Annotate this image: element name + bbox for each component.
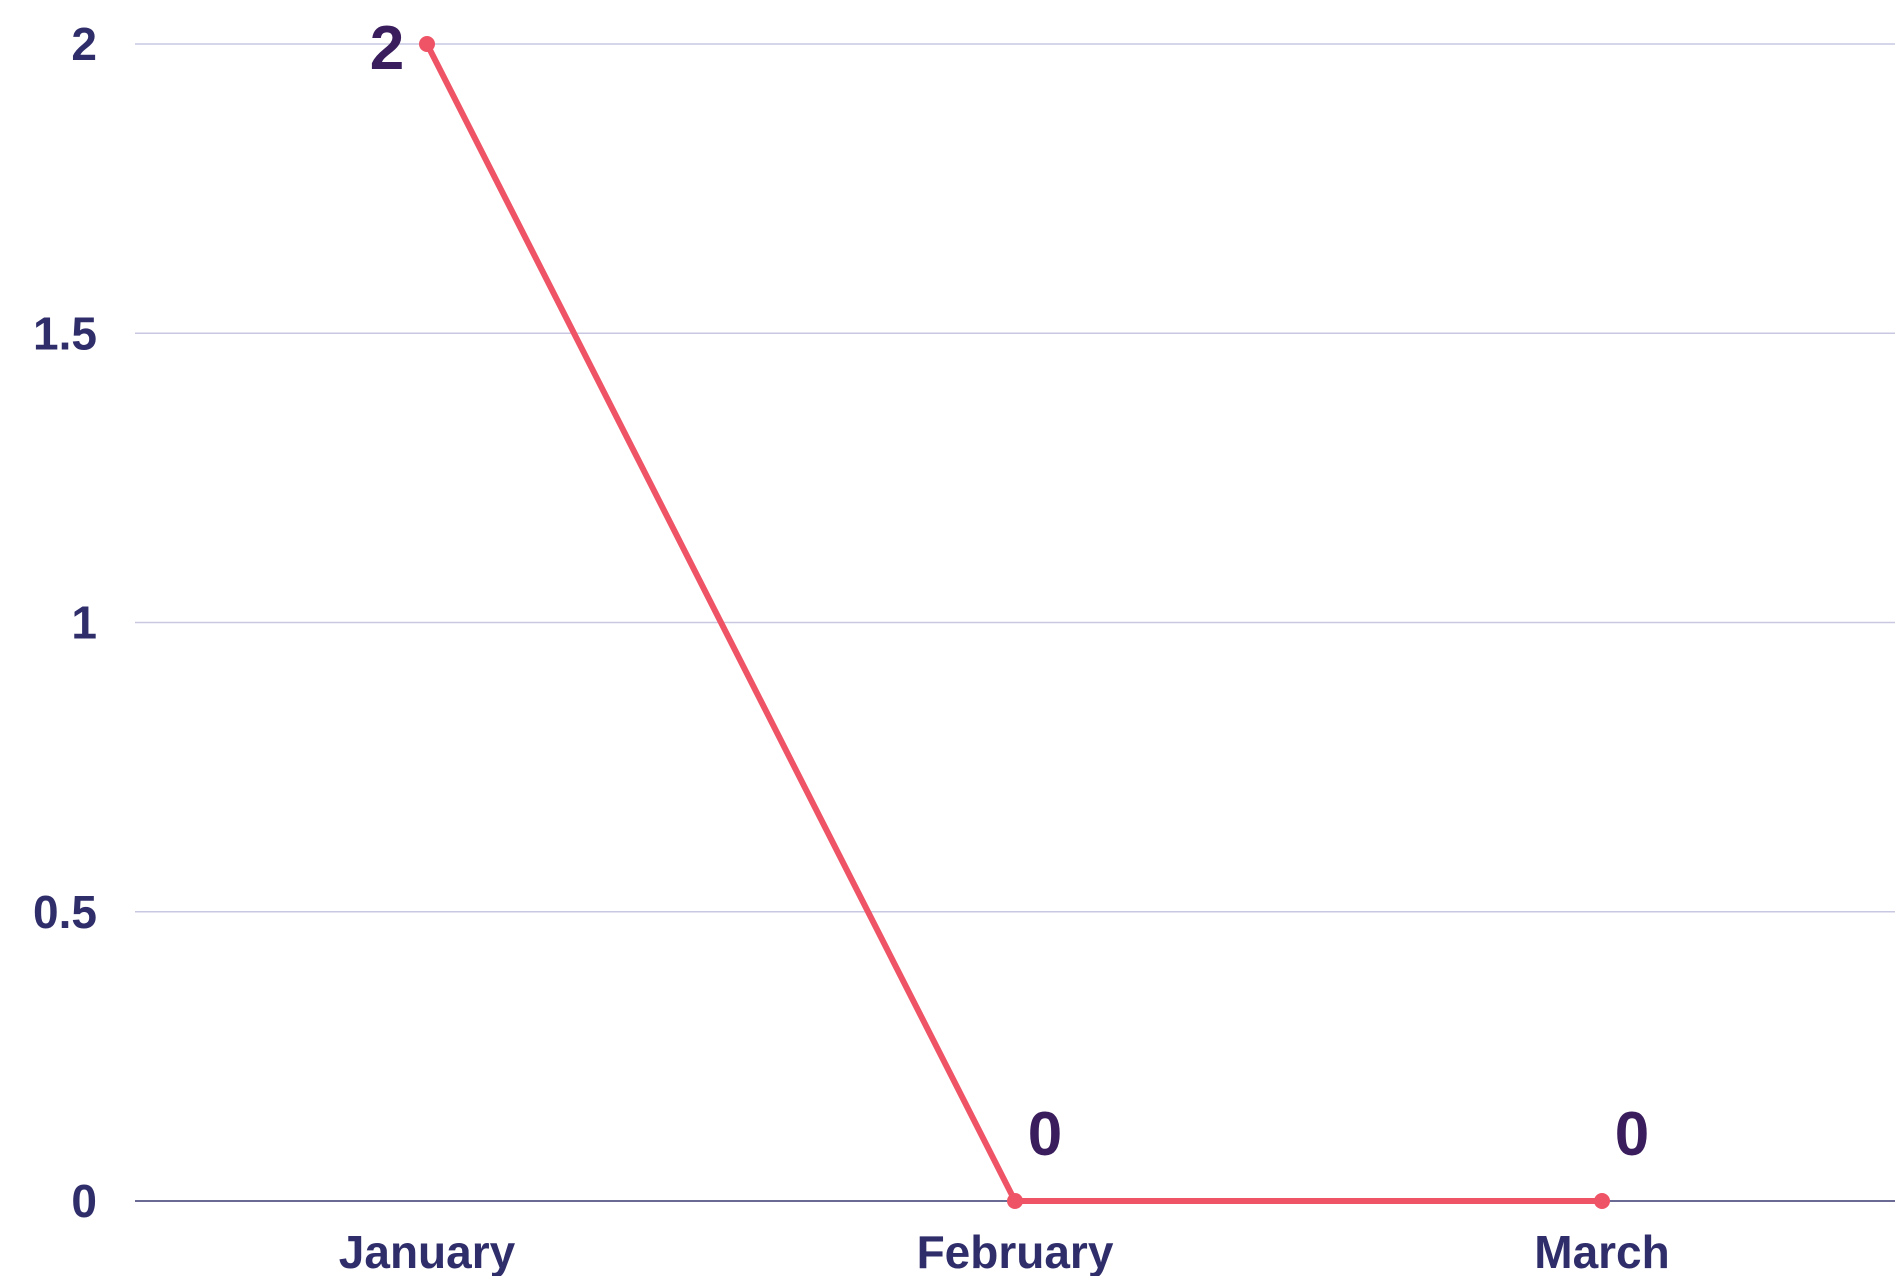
y-tick-label: 2 [71,18,97,70]
y-tick-label: 1.5 [33,307,97,359]
data-label: 0 [1028,1100,1062,1169]
y-tick-label: 1 [71,597,97,649]
y-axis-ticks: 0 0.5 1 1.5 2 [33,18,97,1227]
x-axis-ticks: January February March [339,1226,1670,1276]
data-point [1594,1193,1610,1209]
data-label: 2 [370,14,404,83]
y-tick-label: 0 [71,1175,97,1227]
x-tick-label: February [917,1226,1114,1276]
data-label: 0 [1615,1100,1649,1169]
grid-layer [135,43,1895,1202]
y-tick-label: 0.5 [33,886,97,938]
x-tick-label: March [1534,1226,1669,1276]
x-tick-label: January [339,1226,516,1276]
data-point [1007,1193,1023,1209]
data-point [419,36,435,52]
data-labels: 2 0 0 [370,14,1649,1169]
series-layer [419,36,1610,1209]
